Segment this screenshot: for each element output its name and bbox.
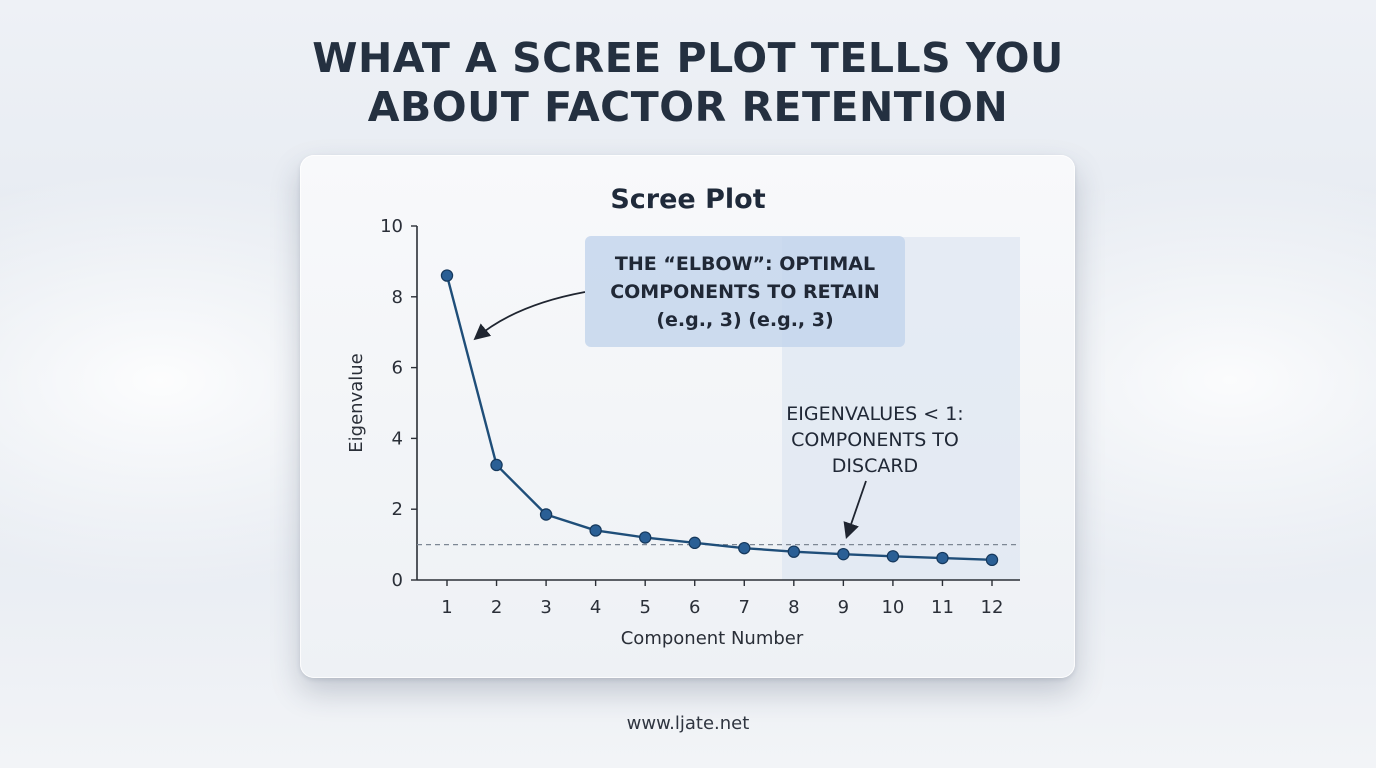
x-ticks: 1 2 3 4 5 6 7 8 9 10 11 12 <box>441 580 1003 618</box>
discard-annotation-line-1: EIGENVALUES < 1: <box>786 403 964 425</box>
x-tick-label: 9 <box>838 597 849 618</box>
data-point-1 <box>440 269 454 282</box>
elbow-callout-line-1: THE “ELBOW”: OPTIMAL <box>614 252 876 275</box>
data-point-10 <box>886 550 900 563</box>
discard-arrow <box>843 480 867 540</box>
y-tick-label: 4 <box>392 428 403 449</box>
headline-line-1: WHAT A SCREE PLOT TELLS YOU <box>312 34 1064 82</box>
data-point-11 <box>936 551 949 565</box>
data-point-5 <box>638 531 652 544</box>
x-tick-label: 1 <box>441 597 452 618</box>
x-tick-label: 11 <box>931 597 954 618</box>
data-point-8 <box>787 545 801 558</box>
elbow-callout-line-3: (e.g., 3) (e.g., 3) <box>656 308 834 331</box>
x-tick-label: 3 <box>540 597 551 618</box>
headline: WHAT A SCREE PLOT TELLS YOU ABOUT FACTOR… <box>0 34 1376 132</box>
x-tick-label: 4 <box>590 597 601 618</box>
discard-annotation: EIGENVALUES < 1: COMPONENTS TO DISCARD <box>745 401 1005 479</box>
x-axis-label: Component Number <box>621 628 804 649</box>
data-point-12 <box>985 553 999 567</box>
discard-annotation-line-2: COMPONENTS TO <box>791 429 959 451</box>
elbow-arrow <box>473 291 586 341</box>
data-points <box>440 269 999 567</box>
data-point-4 <box>589 524 602 537</box>
elbow-callout-line-2: COMPONENTS TO RETAIN <box>610 280 880 303</box>
data-point-2 <box>490 458 503 472</box>
data-point-3 <box>539 508 553 521</box>
headline-line-2: ABOUT FACTOR RETENTION <box>367 83 1009 131</box>
y-tick-label: 6 <box>392 358 403 379</box>
y-tick-label: 0 <box>392 570 403 591</box>
footer-url[interactable]: www.ljate.net <box>626 713 750 734</box>
chart-title: Scree Plot <box>610 184 765 215</box>
y-ticks: 0 2 4 6 8 10 <box>380 216 417 591</box>
data-point-6 <box>688 536 701 550</box>
y-tick-label: 2 <box>392 499 403 520</box>
data-point-9 <box>837 547 850 561</box>
y-axis-label: Eigenvalue <box>346 353 367 452</box>
series-line <box>445 275 993 562</box>
elbow-callout: THE “ELBOW”: OPTIMAL COMPONENTS TO RETAI… <box>585 236 905 347</box>
x-tick-label: 8 <box>788 597 799 618</box>
data-point-7 <box>738 541 751 555</box>
x-tick-label: 7 <box>739 597 750 618</box>
x-tick-label: 12 <box>981 597 1004 618</box>
x-tick-label: 10 <box>881 597 904 618</box>
y-tick-label: 8 <box>392 287 403 308</box>
x-tick-label: 5 <box>639 597 650 618</box>
x-tick-label: 6 <box>689 597 700 618</box>
x-tick-label: 2 <box>491 597 502 618</box>
discard-annotation-line-3: DISCARD <box>831 455 919 477</box>
y-tick-label: 10 <box>380 216 403 237</box>
